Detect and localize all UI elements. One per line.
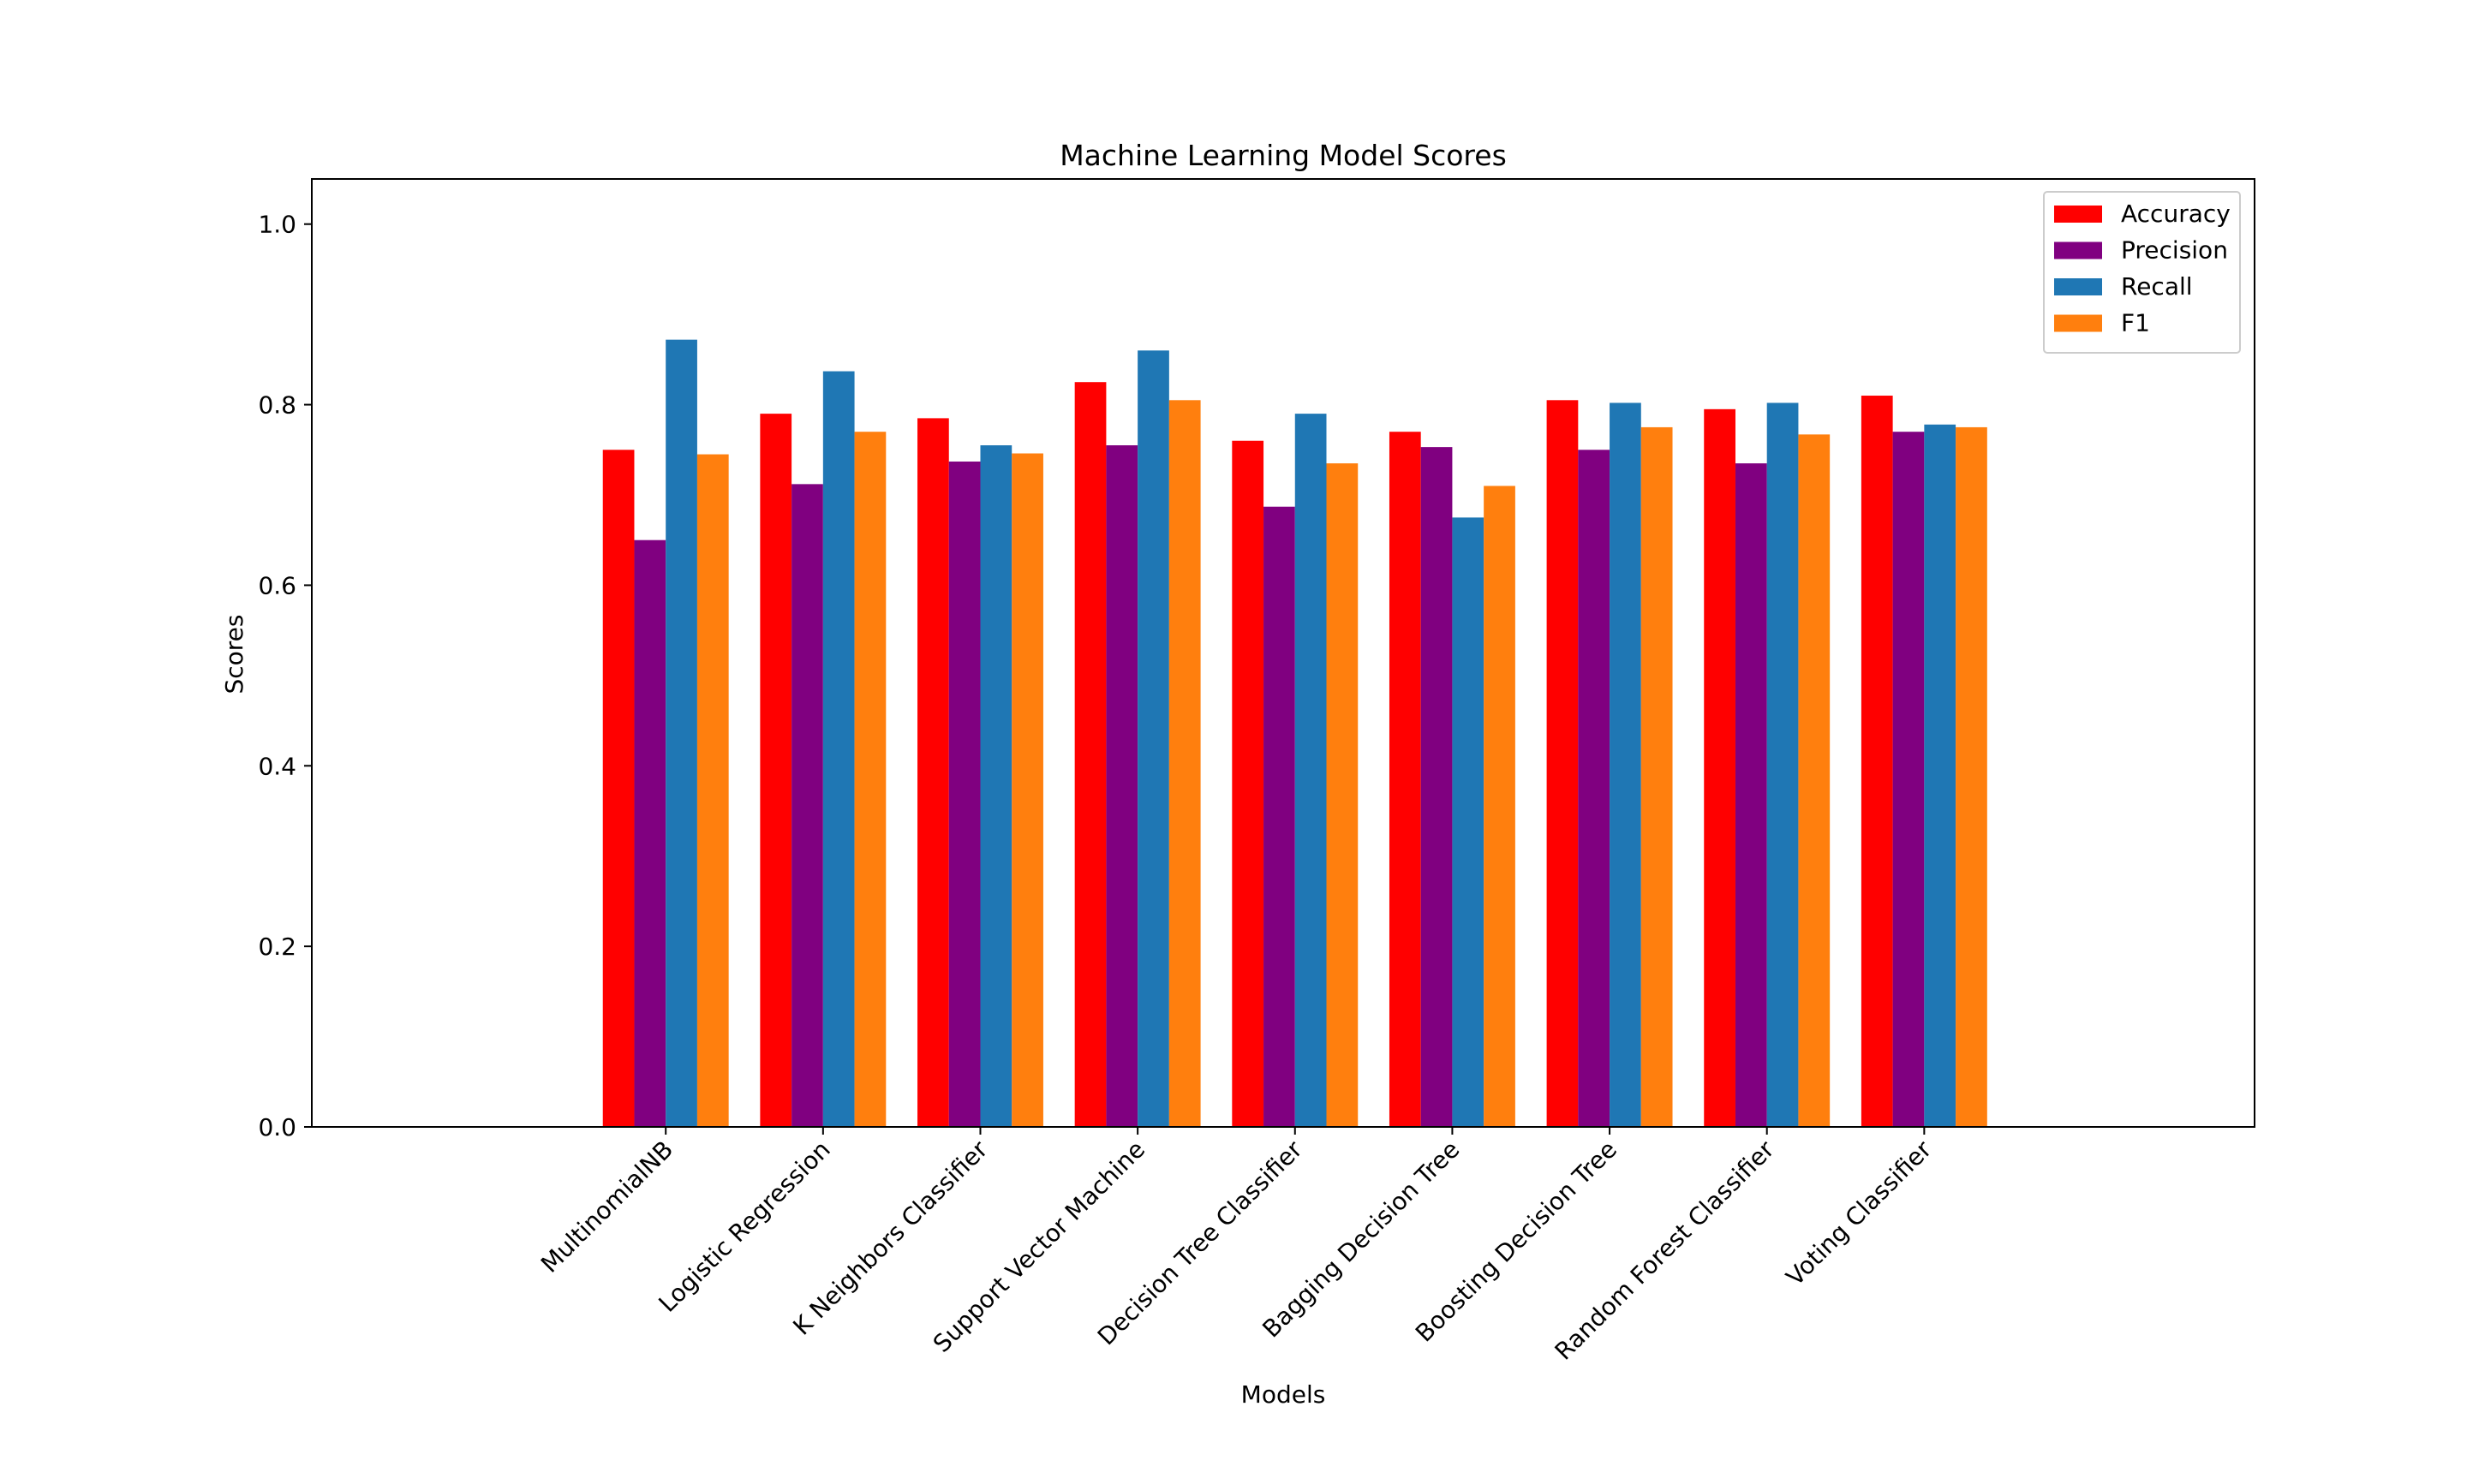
legend-swatch-f1 <box>2054 314 2102 332</box>
y-tick-label: 1.0 <box>258 211 296 239</box>
x-tick-label: Voting Classifier <box>1781 1135 1938 1291</box>
bar-f1-3 <box>1168 400 1201 1127</box>
bar-recall-7 <box>1766 402 1799 1128</box>
bar-recall-1 <box>822 371 855 1127</box>
plot-frame <box>311 178 2255 1128</box>
x-axis-label: Models <box>1241 1380 1326 1409</box>
bar-accuracy-2 <box>917 418 949 1127</box>
bar-accuracy-4 <box>1232 440 1264 1127</box>
bar-f1-1 <box>854 432 887 1127</box>
bar-precision-0 <box>634 539 666 1127</box>
legend-label-recall: Recall <box>2121 272 2193 301</box>
legend: Accuracy Precision Recall F1 <box>2043 191 2241 354</box>
y-tick-label: 0.8 <box>258 391 296 420</box>
legend-swatch-recall <box>2054 278 2102 295</box>
bar-f1-8 <box>1956 426 1987 1127</box>
bar-accuracy-1 <box>760 414 792 1127</box>
bar-f1-5 <box>1484 486 1515 1127</box>
bar-precision-8 <box>1892 432 1925 1127</box>
legend-label-f1: F1 <box>2121 309 2150 337</box>
y-tick-label: 0.4 <box>258 752 296 780</box>
bar-precision-4 <box>1263 506 1295 1127</box>
y-tick-label: 0.2 <box>258 933 296 961</box>
legend-label-precision: Precision <box>2121 236 2228 265</box>
bar-recall-3 <box>1138 350 1169 1127</box>
y-tick-label: 0.6 <box>258 571 296 599</box>
bar-accuracy-0 <box>602 450 635 1127</box>
y-axis-label: Scores <box>220 614 248 694</box>
bar-accuracy-5 <box>1389 432 1421 1127</box>
bar-accuracy-3 <box>1074 382 1107 1128</box>
legend-swatch-accuracy <box>2054 206 2102 223</box>
bars-layer <box>602 339 1987 1128</box>
bar-precision-6 <box>1578 450 1610 1127</box>
bar-accuracy-7 <box>1704 408 1735 1128</box>
bar-recall-4 <box>1294 414 1327 1127</box>
bar-recall-8 <box>1924 424 1956 1127</box>
x-tick-label: MultinomialNB <box>535 1135 678 1278</box>
legend-swatch-precision <box>2054 241 2102 259</box>
bar-accuracy-8 <box>1861 396 1893 1127</box>
legend-box <box>2043 191 2241 354</box>
bar-recall-5 <box>1452 517 1484 1127</box>
bar-f1-4 <box>1326 463 1359 1127</box>
bar-f1-6 <box>1640 426 1673 1127</box>
legend-label-accuracy: Accuracy <box>2121 200 2231 228</box>
bar-precision-3 <box>1106 445 1138 1127</box>
y-tick-label: 0.0 <box>258 1113 296 1141</box>
x-tick-label: Logistic Regression <box>654 1135 836 1318</box>
bar-recall-6 <box>1610 402 1641 1128</box>
bar-f1-7 <box>1798 434 1831 1127</box>
bar-recall-0 <box>666 339 697 1127</box>
bar-recall-2 <box>980 445 1012 1127</box>
bar-accuracy-6 <box>1546 400 1579 1127</box>
bar-precision-1 <box>791 484 823 1127</box>
bar-precision-5 <box>1420 447 1453 1127</box>
bar-f1-0 <box>696 454 729 1127</box>
bar-precision-2 <box>948 461 981 1127</box>
chart-title: Machine Learning Model Scores <box>1060 139 1507 172</box>
bar-precision-7 <box>1735 463 1767 1127</box>
bar-f1-2 <box>1012 453 1043 1127</box>
